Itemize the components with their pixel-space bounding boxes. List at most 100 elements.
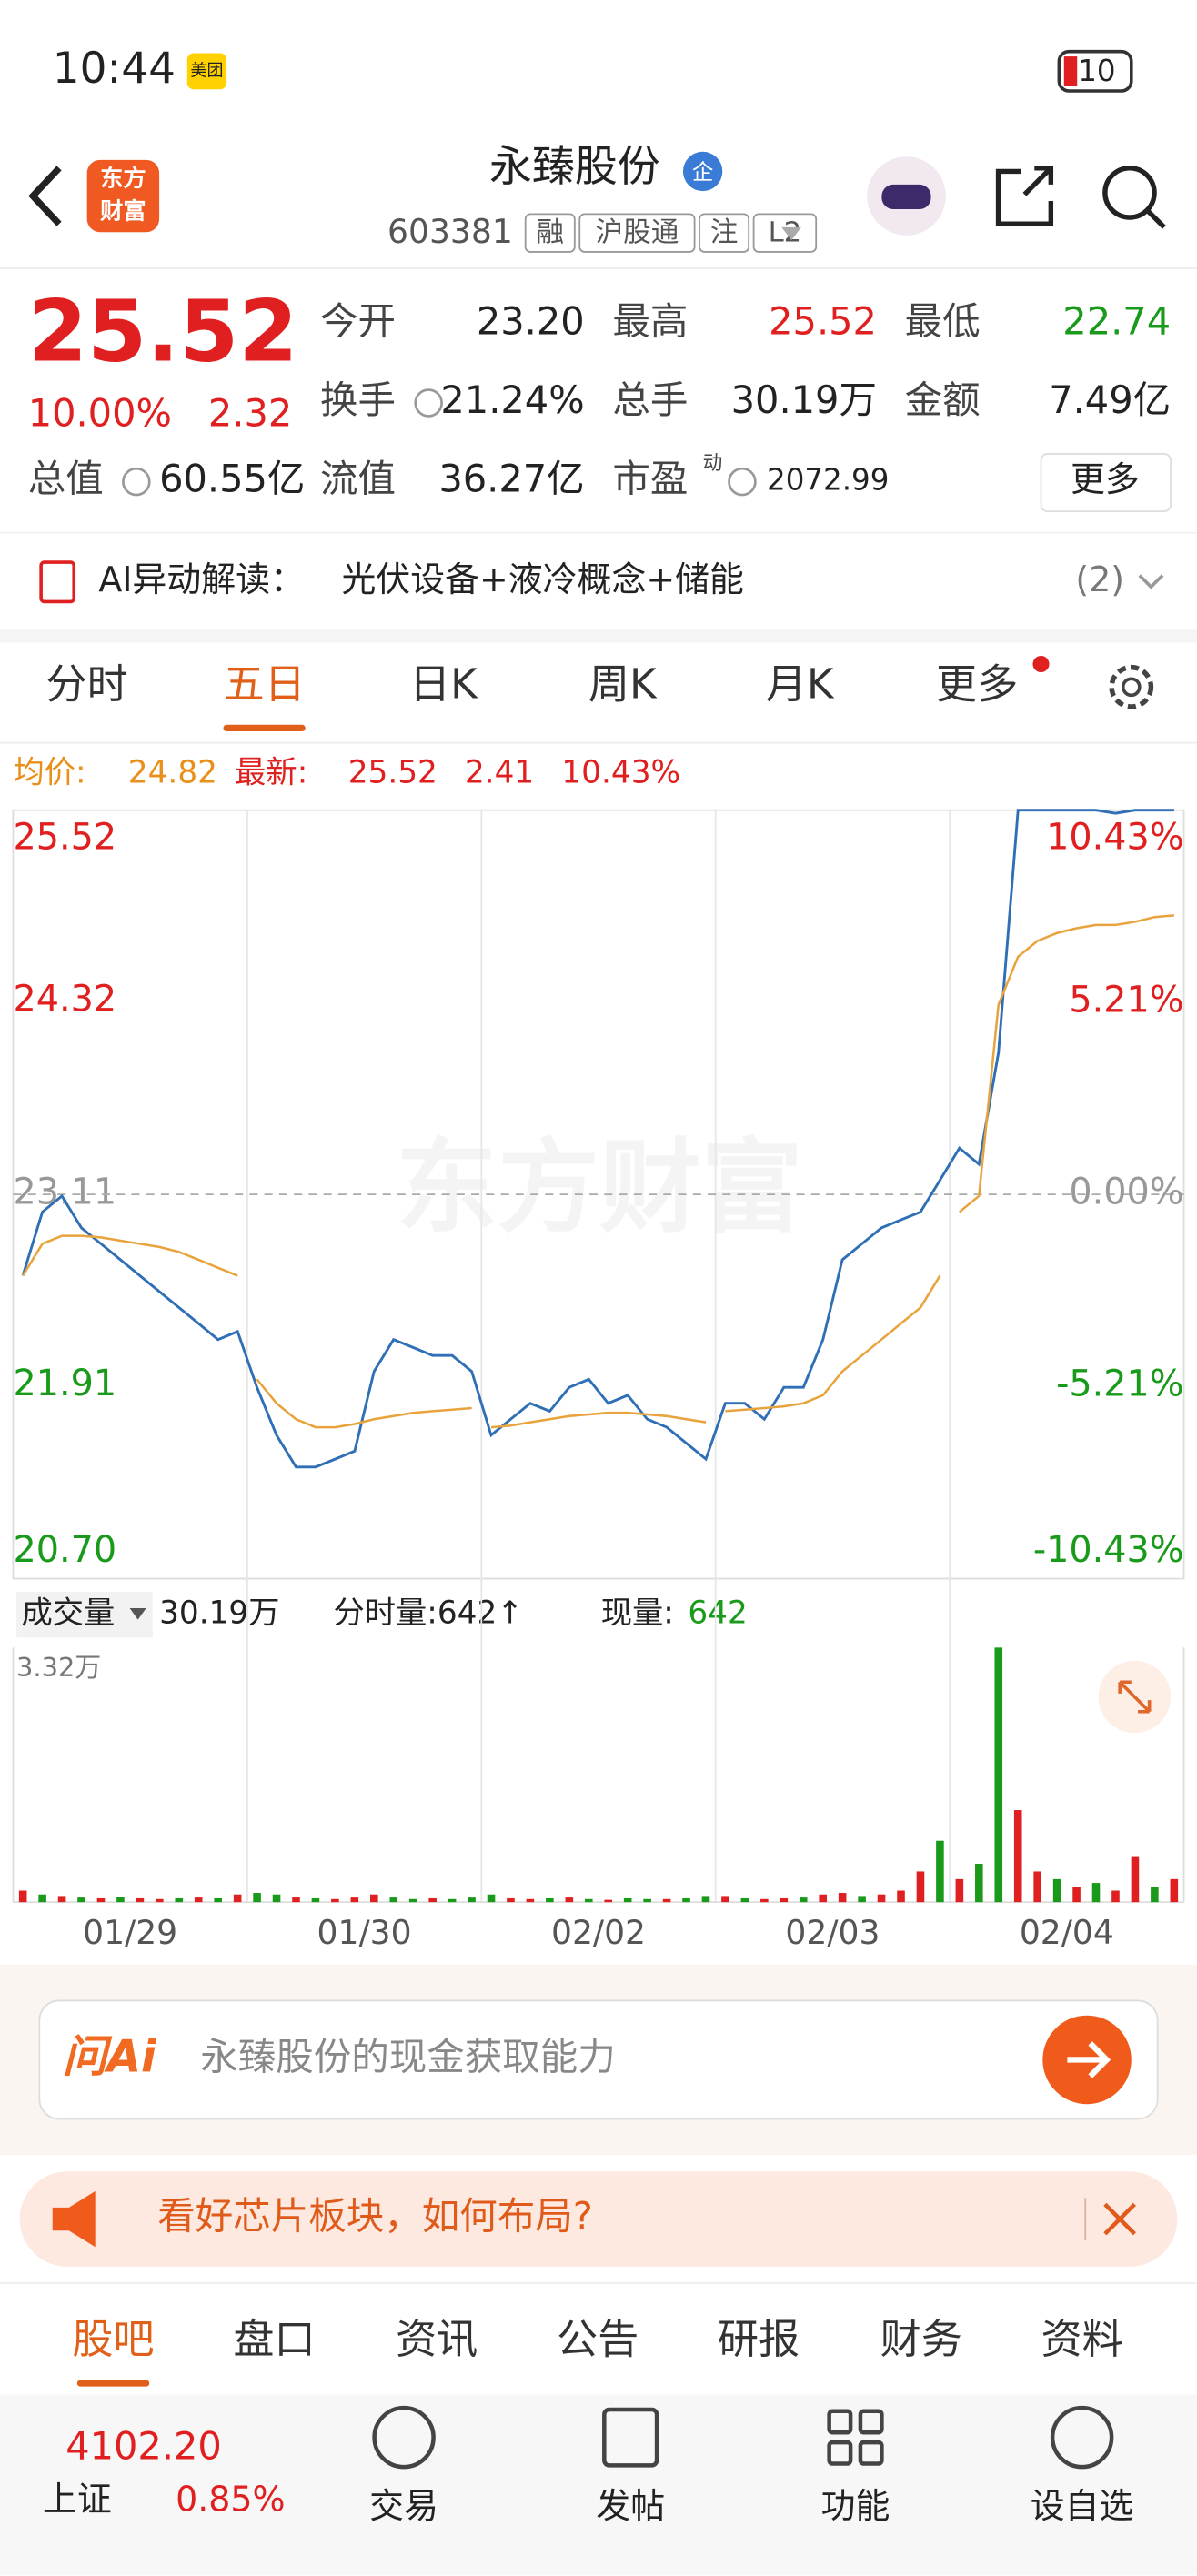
vol-bar [136,1897,145,1903]
tag-box [699,213,750,253]
vol-bar [701,1896,710,1903]
vol-tick: 分时量:642↑ [333,1595,523,1632]
tab[interactable]: 月K [766,659,835,708]
name-badge: 企 [692,159,713,185]
tab[interactable]: 周K [588,659,658,708]
search-handle [1145,208,1166,229]
gap [0,629,1197,643]
index-name[interactable]: 上证 [43,2480,112,2520]
tab[interactable]: 更多 [936,659,1018,708]
field-label: 总手 [612,377,688,422]
vol-bar [253,1893,261,1903]
icon-func [827,2409,884,2466]
info-icon [122,467,151,497]
bottom-button[interactable]: 交易 [369,2486,438,2526]
tag-box [752,213,818,253]
subtab[interactable]: 资讯 [396,2315,478,2363]
vol-bar [721,1896,729,1903]
dropdown [129,1608,146,1620]
close[interactable] [1103,2202,1136,2236]
settings[interactable] [1109,664,1154,709]
last-change: 2.41 [465,754,534,790]
dot [1032,655,1050,673]
field-label: 今开 [320,298,396,343]
banner[interactable] [19,2171,1178,2267]
bottom-button[interactable]: 功能 [821,2486,890,2526]
vol-bar [1112,1890,1120,1903]
more[interactable]: 更多 [1071,459,1140,499]
more-button[interactable] [1040,453,1172,513]
ai-icon [39,560,76,604]
tab[interactable]: 日K [409,659,478,708]
vol-bar [682,1897,690,1903]
field-value: 60.55亿 [159,457,305,501]
y-tick-label: 23.11 [13,1172,116,1213]
change: 2.32 [208,390,292,435]
bottom-button[interactable]: 设自选 [1031,2486,1134,2526]
field-label: 最高 [612,298,688,343]
logo [86,159,160,233]
banner-text[interactable]: 看好芯片板块，如何布局? [157,2194,593,2239]
status-time: 10:44 [53,44,176,94]
ask-prompt[interactable]: 永臻股份的现金获取能力 [200,2034,616,2078]
ask-box[interactable] [38,1999,1159,2120]
vol-bar [858,1896,866,1903]
share[interactable] [995,166,1054,226]
bottom-button[interactable]: 发帖 [596,2486,665,2526]
vol-label[interactable]: 成交量 [21,1595,115,1632]
vol-bar [389,1897,398,1903]
vol-bar [428,1897,437,1903]
vol-bar [936,1840,944,1903]
subtab[interactable]: 股吧 [72,2315,154,2363]
search[interactable] [1102,166,1157,220]
ask-brand: 问Ai [63,2031,157,2082]
vol-bar [38,1894,46,1903]
ai-title[interactable]: AI异动解读： [98,559,305,599]
vol-bar [448,1898,457,1903]
vol-bar [740,1897,749,1903]
vol-label-bg[interactable] [16,1591,153,1638]
subtab[interactable]: 资料 [1041,2315,1123,2363]
tag: 融 [536,217,564,249]
field-label: 金额 [905,377,981,422]
y-tick-label: 25.52 [13,817,116,859]
last: 25.52 [348,754,438,790]
ai-count[interactable]: (2) [1075,559,1124,599]
last-label: 最新: [235,754,307,790]
subtab[interactable]: 财务 [880,2315,962,2363]
vol-bar [1131,1856,1140,1903]
logo-text: 财富 [100,198,146,225]
field-label: 总值 [28,457,104,501]
vol-bar [331,1898,339,1903]
vol-bar [175,1897,184,1903]
vol-bar [57,1896,66,1903]
field-label: 最低 [905,298,981,343]
vol-bar [643,1898,651,1903]
index-value[interactable]: 4102.20 [65,2423,222,2468]
y2-tick-label: -10.43% [1033,1529,1184,1571]
subtab[interactable]: 研报 [718,2315,800,2363]
series-line [21,809,1174,1469]
tab[interactable]: 五日 [224,659,306,708]
back[interactable] [28,166,62,226]
vol-bar [662,1898,671,1903]
vol-bar [96,1897,106,1903]
y2-tick-label: 5.21% [1069,980,1183,1021]
subtab[interactable]: 公告 [557,2315,639,2363]
icon-watch [1050,2405,1114,2470]
x-tick-label: 02/03 [785,1913,880,1952]
tab[interactable]: 分时 [46,659,128,708]
y2-tick-label: 0.00% [1069,1172,1183,1213]
x-tick-label: 01/30 [317,1913,412,1952]
field-value: 7.49亿 [1049,377,1171,422]
subtab[interactable]: 盘口 [233,2315,315,2363]
avg-label: 均价: [13,754,86,790]
logo-text: 东方 [100,165,146,191]
dropdown[interactable] [781,226,801,241]
vol-bar [311,1897,320,1903]
index-change[interactable]: 0.85% [176,2480,285,2520]
field-value: 30.19万 [731,377,877,422]
ai-topics[interactable]: 光伏设备+液冷概念+储能 [341,559,743,599]
vol-bar [77,1897,86,1903]
field-value: 21.24% [440,377,584,422]
